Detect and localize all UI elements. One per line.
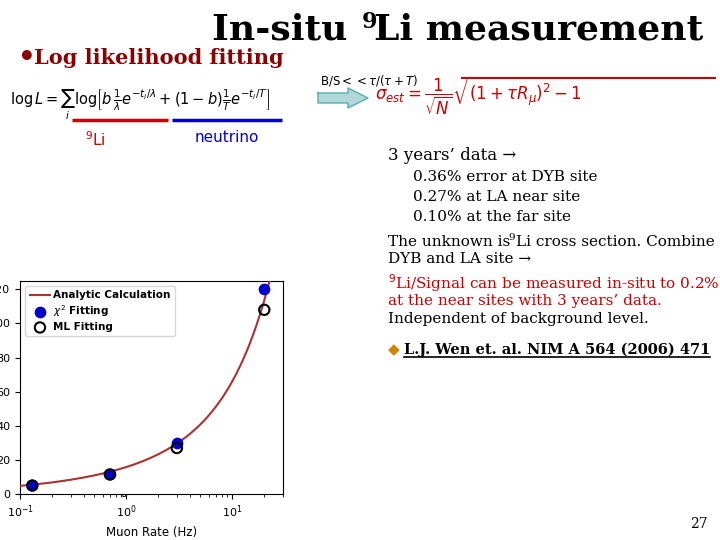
Analytic Calculation	[16, 483, 24, 489]
Text: Li measurement: Li measurement	[374, 13, 703, 47]
Text: ◆: ◆	[388, 342, 400, 357]
Text: In-situ: In-situ	[212, 13, 360, 47]
Text: Independent of background level.: Independent of background level.	[388, 312, 649, 326]
Analytic Calculation	[17, 483, 25, 489]
Text: DYB and LA site →: DYB and LA site →	[388, 252, 531, 266]
ML Fitting	[104, 470, 116, 479]
Text: B/S$<<\tau/(\tau+T)$: B/S$<<\tau/(\tau+T)$	[320, 72, 418, 87]
Analytic Calculation	[246, 338, 255, 345]
Analytic Calculation	[270, 258, 279, 264]
Text: Li cross section. Combine: Li cross section. Combine	[516, 235, 715, 249]
Text: 9: 9	[508, 233, 515, 242]
Text: $^9$Li: $^9$Li	[85, 130, 105, 148]
Legend: Analytic Calculation, $\chi^2$ Fitting, ML Fitting: Analytic Calculation, $\chi^2$ Fitting, …	[25, 286, 175, 336]
Analytic Calculation	[167, 444, 176, 450]
Text: Log likelihood fitting: Log likelihood fitting	[34, 48, 284, 68]
Text: $\sigma_{est} = \dfrac{1}{\sqrt{N}}\sqrt{(1+\tau R_\mu)^2 - 1}$: $\sigma_{est} = \dfrac{1}{\sqrt{N}}\sqrt…	[375, 76, 585, 118]
Text: •: •	[18, 44, 36, 71]
Analytic Calculation	[166, 444, 175, 451]
$\chi^2$ Fitting	[27, 481, 38, 489]
Text: 0.10% at the far site: 0.10% at the far site	[413, 210, 571, 224]
ML Fitting	[258, 306, 270, 314]
Text: $\log L = \sum_i \log\!\left[b\,\frac{1}{\lambda}e^{-t_i/\lambda} + (1-b)\frac{1: $\log L = \sum_i \log\!\left[b\,\frac{1}…	[10, 88, 270, 122]
Text: at the near sites with 3 years’ data.: at the near sites with 3 years’ data.	[388, 294, 662, 308]
Text: $^9$Li/Signal can be measured in-situ to 0.2%: $^9$Li/Signal can be measured in-situ to…	[388, 272, 719, 294]
Text: 0.27% at LA near site: 0.27% at LA near site	[413, 190, 580, 204]
Text: The unknown is: The unknown is	[388, 235, 515, 249]
Analytic Calculation	[171, 441, 180, 448]
Line: Analytic Calculation: Analytic Calculation	[20, 261, 274, 486]
Polygon shape	[318, 88, 368, 108]
Text: Verified by Monte Carlo: Verified by Monte Carlo	[39, 483, 241, 497]
ML Fitting	[171, 444, 183, 453]
Text: 27: 27	[690, 517, 708, 531]
Text: 0.36% error at DYB site: 0.36% error at DYB site	[413, 170, 598, 184]
$\chi^2$ Fitting	[258, 285, 270, 294]
$\chi^2$ Fitting	[171, 438, 183, 447]
X-axis label: Muon Rate (Hz): Muon Rate (Hz)	[106, 526, 197, 539]
Text: 3 years’ data →: 3 years’ data →	[388, 146, 516, 164]
ML Fitting	[27, 481, 38, 490]
$\chi^2$ Fitting	[104, 469, 116, 478]
Text: L.J. Wen et. al. NIM A 564 (2006) 471: L.J. Wen et. al. NIM A 564 (2006) 471	[404, 343, 711, 357]
Text: 9: 9	[362, 11, 377, 33]
Analytic Calculation	[230, 374, 239, 380]
Text: neutrino: neutrino	[195, 130, 259, 145]
